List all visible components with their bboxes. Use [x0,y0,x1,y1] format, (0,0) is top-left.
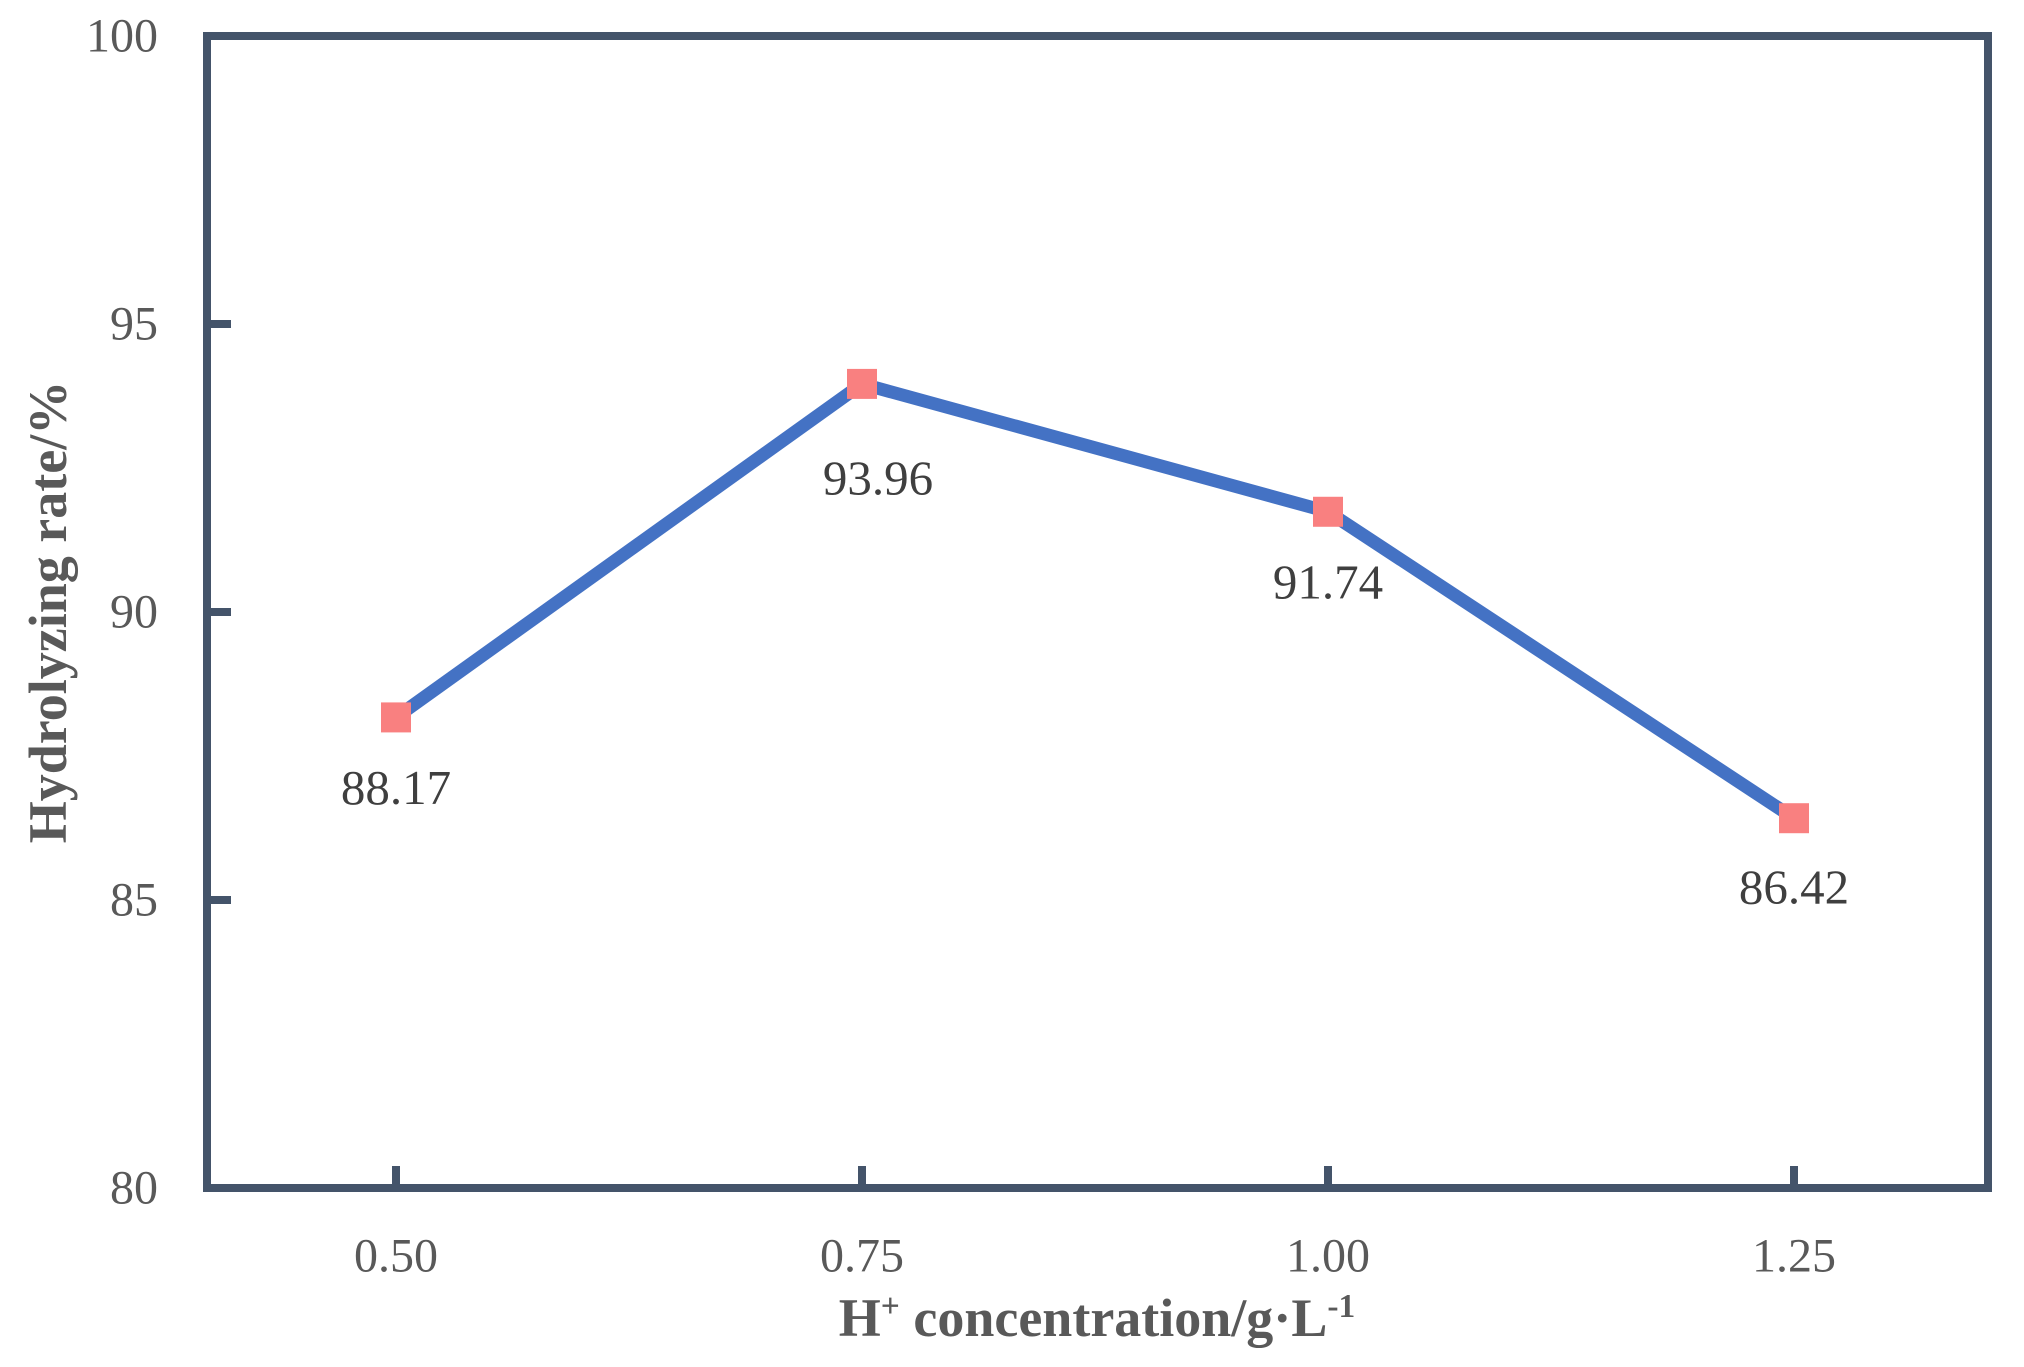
y-axis-tick-label: 100 [86,10,158,63]
data-point-marker [1313,496,1343,527]
y-axis-title: Hydrolyzing rate/% [17,381,79,843]
y-axis-tick-label: 80 [110,1162,158,1215]
y-axis-tick-label: 85 [110,874,158,927]
data-point-label: 86.42 [1739,860,1849,915]
data-point-label: 88.17 [341,760,451,815]
y-axis-tick-label: 90 [110,586,158,639]
x-axis-tick-label: 0.50 [354,1230,438,1283]
data-point-marker [381,702,411,733]
data-point-label: 93.96 [823,450,933,505]
data-point-marker [1779,803,1809,834]
x-axis-title-superscript-plus: + [880,1288,900,1325]
x-axis-tick-label: 1.00 [1286,1230,1370,1283]
series-line [392,377,1798,824]
x-axis-title-mid: concentration/g·L [899,1288,1328,1348]
x-axis-tick-label: 0.75 [820,1230,904,1283]
x-axis-tick-label: 1.25 [1752,1230,1836,1283]
y-axis-tick-label: 95 [110,298,158,351]
y-axis-title-text: Hydrolyzing rate/% [18,380,78,844]
x-axis-title: H+ concentration/g·L-1 [839,1287,1355,1349]
data-point-marker [847,368,877,399]
data-point-label: 91.74 [1273,554,1383,609]
plot-border [203,32,1992,1192]
x-axis-title-pre: H [838,1288,881,1348]
x-axis-title-superscript-minus-one: -1 [1327,1288,1356,1325]
